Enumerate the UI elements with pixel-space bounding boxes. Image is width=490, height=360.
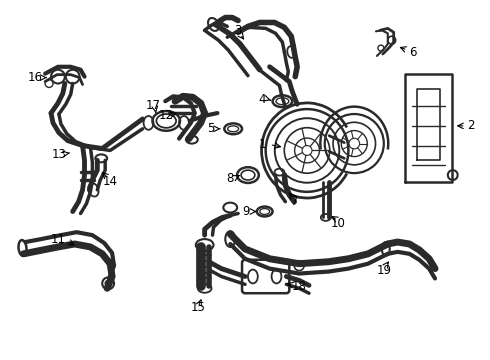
- Text: 3: 3: [234, 24, 242, 37]
- Text: 7: 7: [292, 195, 299, 208]
- Text: 8: 8: [226, 171, 234, 185]
- Text: 17: 17: [146, 99, 161, 112]
- Text: 10: 10: [331, 217, 346, 230]
- Text: 1: 1: [259, 138, 267, 151]
- Text: 14: 14: [102, 175, 118, 189]
- Text: 11: 11: [50, 233, 66, 246]
- Text: 4: 4: [258, 93, 266, 106]
- Text: 6: 6: [410, 45, 417, 59]
- Text: 9: 9: [242, 205, 250, 218]
- Text: 18: 18: [292, 280, 307, 293]
- Text: 12: 12: [159, 108, 174, 122]
- Text: 15: 15: [190, 301, 205, 315]
- Text: 16: 16: [28, 71, 43, 84]
- Text: 19: 19: [376, 264, 392, 277]
- Text: 2: 2: [466, 120, 474, 132]
- Text: 5: 5: [207, 122, 214, 135]
- Text: 13: 13: [51, 148, 66, 161]
